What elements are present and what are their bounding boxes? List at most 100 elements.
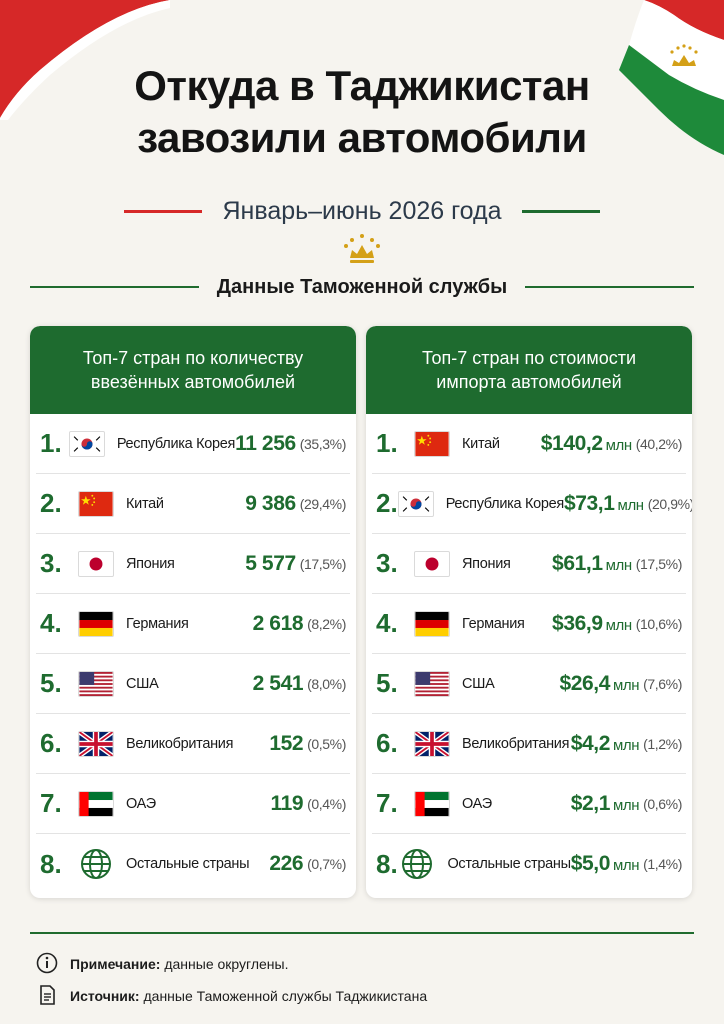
uk-flag: [414, 730, 450, 757]
percent: (0,6%): [643, 795, 682, 812]
uae-flag: [78, 790, 114, 817]
tajik-flag-ribbon-right: [614, 0, 724, 160]
value: 11 256: [235, 431, 296, 455]
rank: 2.: [376, 488, 398, 518]
rank: 5.: [40, 668, 62, 698]
crown-icon: [342, 232, 382, 268]
value: 226: [269, 852, 304, 875]
percent: (0,7%): [307, 856, 346, 872]
country-name: Республика Корея: [116, 435, 236, 452]
country-name: ОАЭ: [462, 795, 492, 812]
unit: млн: [613, 676, 640, 694]
country-name: Республика Корея: [445, 495, 565, 512]
globe-icon: [78, 846, 114, 882]
country-name: Германия: [462, 615, 525, 632]
japan-flag: [78, 550, 114, 577]
source-heading: Данные Таможенной службы: [216, 275, 508, 298]
country-name: США: [462, 675, 495, 692]
value: $2,1 млн: [570, 791, 640, 815]
china-flag: [414, 430, 450, 457]
value-list: 1. Китай $140,2 млн (40,2%) 2. Республика Коре…: [366, 414, 692, 894]
percent: (7,6%): [643, 675, 682, 692]
rank: 2.: [40, 488, 62, 518]
list-item: 2. Республика Корея $73,1 млн (20,9%): [372, 474, 692, 534]
quantity-panel: Топ-7 стран по количеству ввезённых авто…: [30, 326, 356, 898]
unit: млн: [613, 736, 640, 754]
list-item: 3. Япония 5 577 (17,5%): [36, 534, 350, 594]
percent: (1,4%): [643, 856, 682, 872]
unit: млн: [605, 556, 633, 574]
red-divider: [124, 209, 203, 213]
country-name: Китай: [126, 495, 164, 512]
germany-flag: [414, 610, 450, 637]
rank: 8.: [376, 848, 398, 879]
country-name: Япония: [462, 555, 511, 572]
source-heading-row: Данные Таможенной службы: [30, 272, 694, 302]
percent: (8,0%): [307, 675, 346, 692]
rank: 7.: [376, 788, 398, 818]
rank: 6.: [376, 728, 398, 758]
unit: млн: [613, 857, 640, 874]
green-divider: [521, 209, 600, 213]
japan-flag: [414, 550, 450, 577]
value: 119: [270, 791, 304, 815]
page-title: Откуда в Таджикистан завозили автомобили: [134, 62, 590, 161]
value-panel: Топ-7 стран по стоимости импорта автомоб…: [366, 326, 692, 898]
percent: (17,5%): [635, 555, 683, 572]
rank: 3.: [376, 548, 398, 578]
list-item: 4. Германия 2 618 (8,2%): [36, 594, 350, 654]
country-name: Великобритания: [462, 735, 570, 752]
list-item: 6. Великобритания 152 (0,5%): [36, 714, 350, 774]
percent: (20,9%): [647, 495, 692, 512]
country-name: Великобритания: [126, 735, 234, 752]
country-name: ОАЭ: [126, 795, 156, 812]
percent: (8,2%): [307, 615, 346, 632]
list-item: 3. Япония $61,1 млн (17,5%): [372, 534, 686, 594]
percent: (0,4%): [307, 795, 346, 812]
note-row: Примечание: данные округлены.: [36, 950, 288, 978]
value: 2 618: [252, 611, 304, 635]
list-item: 1. Китай $140,2 млн (40,2%): [372, 414, 686, 474]
germany-flag: [78, 610, 114, 637]
value: $4,2 млн: [570, 731, 640, 755]
period-row: Январь–июнь 2026 года: [0, 194, 724, 228]
rank: 4.: [376, 608, 398, 638]
country-name: Япония: [126, 555, 175, 572]
uk-flag: [78, 730, 114, 757]
rank: 4.: [40, 608, 62, 638]
unit: млн: [617, 496, 645, 514]
list-item: 6. Великобритания $4,2 млн (1,2%): [372, 714, 686, 774]
south-korea-flag: [397, 490, 434, 517]
south-korea-flag: [68, 430, 105, 457]
list-item: 2. Китай 9 386 (29,4%): [36, 474, 350, 534]
usa-flag: [78, 670, 114, 697]
china-flag: [78, 490, 114, 517]
value: $61,1 млн: [552, 551, 633, 575]
value-panel-header: Топ-7 стран по стоимости импорта автомоб…: [366, 326, 692, 414]
rank: 5.: [376, 668, 398, 698]
percent: (1,2%): [643, 735, 682, 752]
usa-flag: [414, 670, 450, 697]
percent: (29,4%): [299, 495, 347, 512]
tajik-flag-ribbon-left: [0, 0, 170, 120]
quantity-panel-header: Топ-7 стран по количеству ввезённых авто…: [30, 326, 356, 414]
list-item: 8. Остальные страны 226 (0,7%): [36, 834, 350, 894]
rank: 1.: [40, 428, 62, 458]
value: 2 541: [252, 671, 304, 695]
globe-icon: [399, 846, 435, 882]
quantity-list: 1. Республика Корея 11 256 (35,3%) 2. Китай 9 …: [30, 414, 356, 894]
value: $26,4 млн: [559, 671, 640, 695]
percent: (17,5%): [299, 555, 347, 572]
country-name: Китай: [462, 435, 500, 452]
list-item: 1. Республика Корея 11 256 (35,3%): [36, 414, 350, 474]
list-item: 4. Германия $36,9 млн (10,6%): [372, 594, 686, 654]
value: $73,1 млн: [563, 491, 645, 515]
list-item: 7. ОАЭ $2,1 млн (0,6%): [372, 774, 686, 834]
value: 9 386: [245, 491, 296, 515]
period-subtitle: Январь–июнь 2026 года: [222, 196, 502, 225]
rank: 8.: [40, 848, 62, 879]
percent: (35,3%): [299, 435, 347, 452]
source-row: Источник: данные Таможенной службы Таджи…: [36, 982, 427, 1010]
rank: 6.: [40, 728, 62, 758]
percent: (10,6%): [635, 615, 683, 632]
